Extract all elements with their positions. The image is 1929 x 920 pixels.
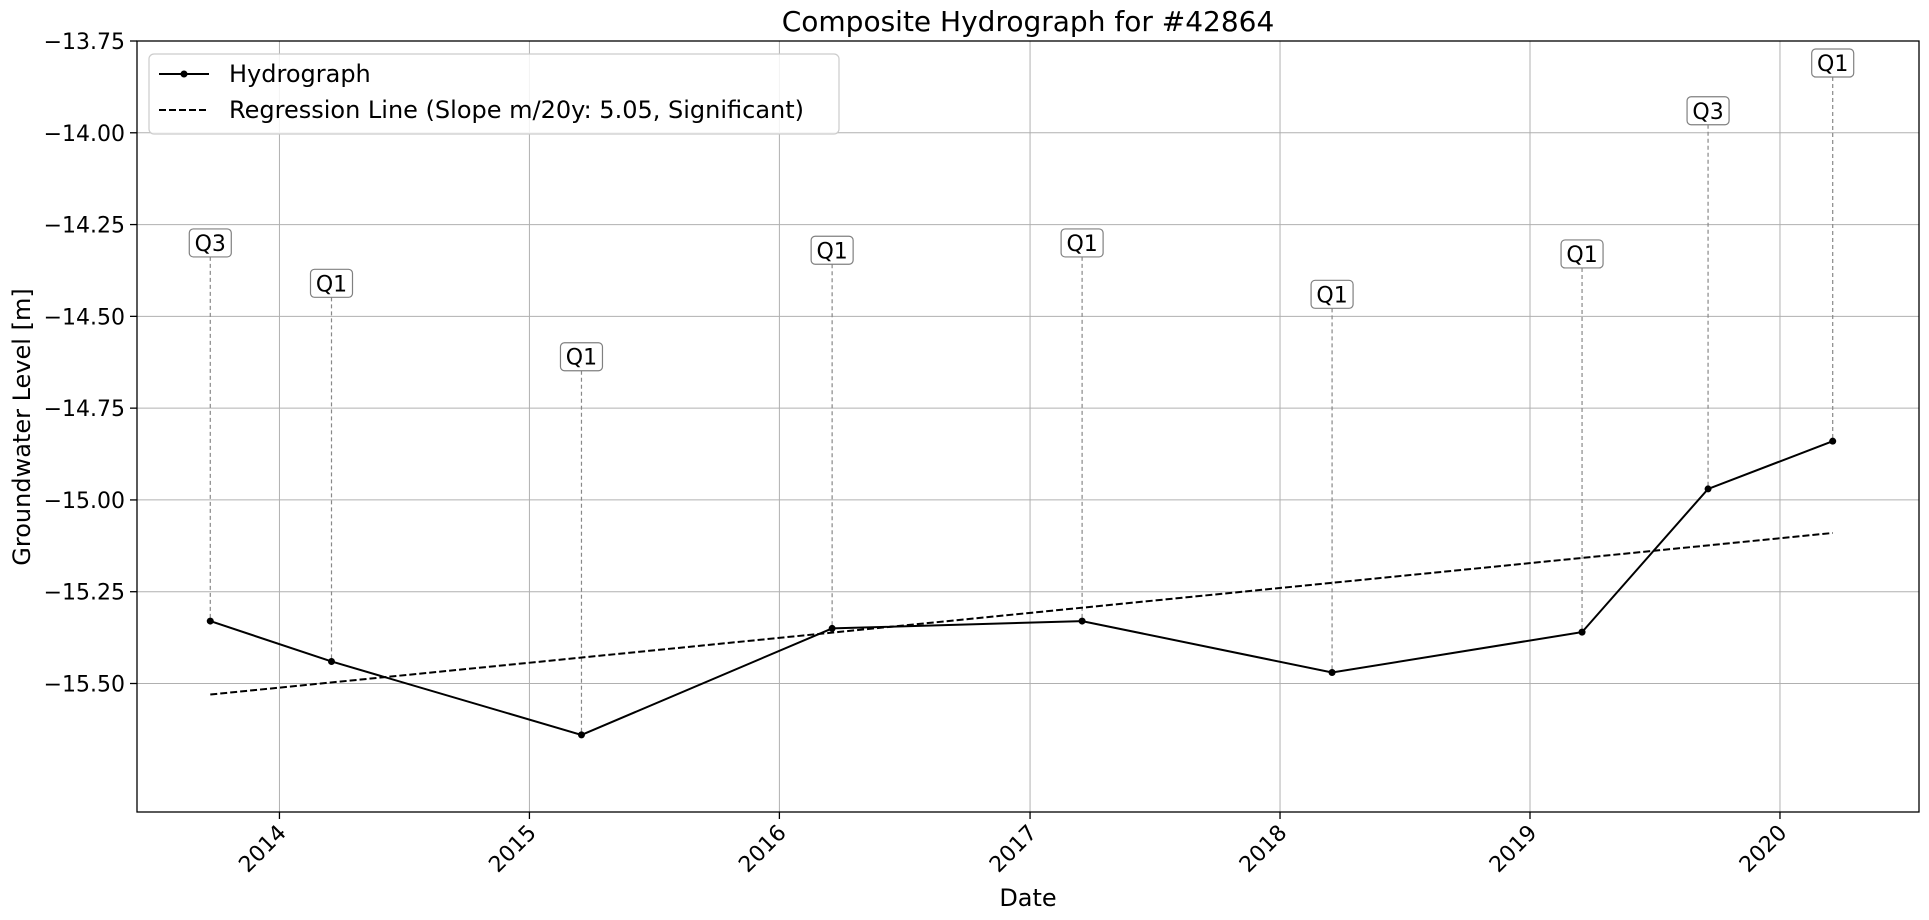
annotation-box: [1060, 228, 1104, 258]
annotation-box: [188, 228, 232, 258]
series-layer: [206, 437, 1837, 739]
annotation-box: [810, 235, 854, 265]
x-tick-label: 2017: [985, 821, 1042, 878]
plot-frame: [136, 40, 1920, 813]
hydrograph-point: [1078, 617, 1086, 625]
y-axis-label: Groundwater Level [m]: [8, 288, 36, 565]
hydrograph-point: [828, 624, 836, 632]
x-tick-label: 2019: [1485, 821, 1542, 878]
y-tick-label: −14.25: [44, 214, 125, 239]
y-axis-ticks: −13.75 −14.00 −14.25 −14.50 −14.75 −15.00 −15.…: [44, 30, 137, 698]
hydrograph-point: [1328, 668, 1336, 676]
annotation-box: [1811, 48, 1855, 78]
quarter-annotations: Q3 Q1 Q1 Q1 Q1 Q1 Q1 Q3 Q1: [188, 48, 1855, 735]
annotation-label: Q1: [816, 239, 847, 264]
x-axis-label: Date: [999, 884, 1056, 912]
hydrograph-point: [327, 657, 335, 665]
annotation-box: [559, 342, 604, 372]
legend: Hydrograph Regression Line (Slope m/20y:…: [148, 53, 840, 135]
y-tick-label: −15.00: [44, 489, 125, 514]
x-tick-label: 2020: [1735, 821, 1792, 878]
legend-entry-hydrograph: Hydrograph: [229, 60, 371, 88]
x-axis-ticks: 2014 2015 2016 2017 2018 2019 2020: [234, 812, 1792, 878]
annotation-label: Q1: [1316, 283, 1347, 308]
x-tick-label: 2014: [234, 821, 291, 878]
y-tick-label: −13.75: [44, 30, 125, 55]
annotation-label: Q1: [1566, 243, 1597, 268]
legend-box: [148, 53, 840, 135]
x-tick-label: 2015: [484, 821, 541, 878]
hydrograph-point: [577, 731, 585, 739]
x-tick-label: 2016: [734, 821, 791, 878]
annotation-box: [1686, 96, 1730, 126]
x-tick-label: 2018: [1235, 821, 1292, 878]
annotation-box: [1560, 239, 1604, 269]
annotation-label: Q1: [316, 272, 347, 297]
hydrograph-point: [1829, 437, 1837, 445]
annotation-label: Q1: [1066, 232, 1097, 257]
annotation-label: Q3: [195, 232, 226, 257]
y-tick-label: −14.75: [44, 397, 125, 422]
y-tick-label: −15.50: [44, 673, 125, 698]
annotation-box: [309, 268, 354, 298]
hydrograph-point: [1704, 485, 1712, 493]
annotation-box: [1310, 279, 1354, 309]
y-tick-label: −14.50: [44, 305, 125, 330]
y-tick-label: −15.25: [44, 581, 125, 606]
legend-marker-hydrograph: [180, 70, 188, 78]
y-tick-label: −14.00: [44, 122, 125, 147]
hydrograph-line: [209, 440, 1834, 736]
regression-line: [210, 531, 1833, 696]
annotation-label: Q3: [1692, 100, 1723, 125]
annotation-label: Q1: [566, 346, 597, 371]
chart-title: Composite Hydrograph for #42864: [782, 5, 1275, 38]
hydrograph-point: [206, 617, 214, 625]
annotation-label: Q1: [1817, 52, 1848, 77]
hydrograph-point: [1578, 628, 1586, 636]
grid-lines: [137, 40, 1919, 812]
legend-entry-regression: Regression Line (Slope m/20y: 5.05, Sign…: [229, 96, 804, 124]
